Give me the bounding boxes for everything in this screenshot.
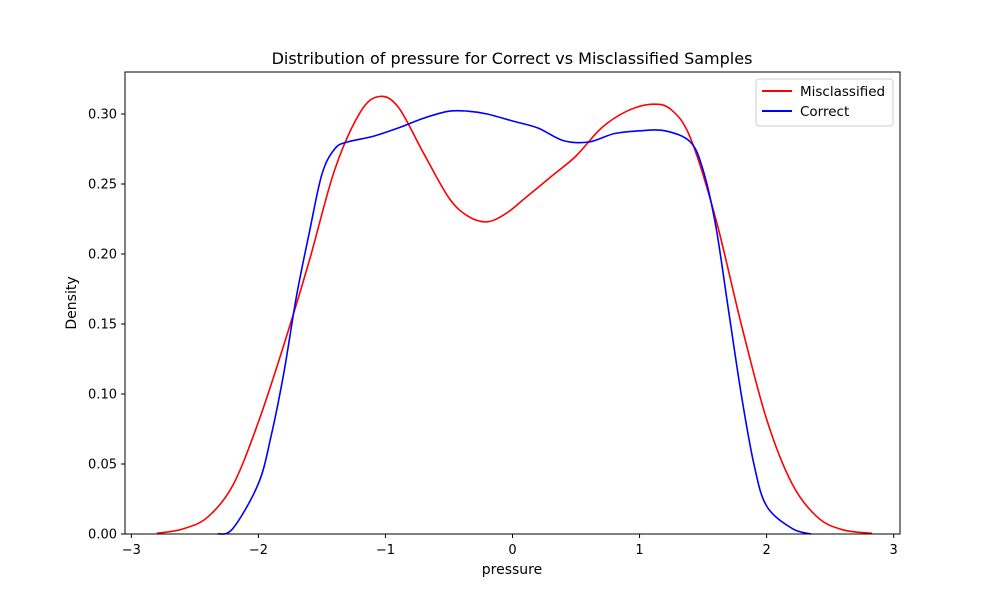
y-tick-label: 0.25 [88,178,117,193]
y-tick-label: 0.20 [88,248,117,263]
legend-label-correct: Correct [800,104,849,120]
x-axis-ticks: −3 −2 −1 0 1 2 3 [122,534,898,558]
y-tick-label: 0.15 [88,318,117,333]
x-tick-label: −2 [249,543,268,558]
y-tick-label: 0.30 [88,108,117,123]
legend-label-misclassified: Misclassified [800,84,885,100]
series-line-correct [217,109,812,535]
x-tick-label: 0 [508,543,516,558]
series-line-misclassified [156,95,873,535]
legend: Misclassified Correct [755,78,894,127]
x-axis-label: pressure [482,562,542,578]
y-axis-label: Density [64,276,80,329]
x-tick-label: 3 [890,543,898,558]
chart-title: Distribution of pressure for Correct vs … [272,49,753,68]
y-axis-ticks: 0.00 0.05 0.10 0.15 0.20 0.25 0.30 [88,108,125,543]
x-tick-label: −1 [376,543,395,558]
y-tick-label: 0.00 [88,528,117,543]
y-tick-label: 0.10 [88,388,117,403]
x-tick-label: 2 [762,543,770,558]
y-tick-label: 0.05 [88,458,117,473]
x-tick-label: 1 [635,543,643,558]
x-tick-label: −3 [122,543,141,558]
